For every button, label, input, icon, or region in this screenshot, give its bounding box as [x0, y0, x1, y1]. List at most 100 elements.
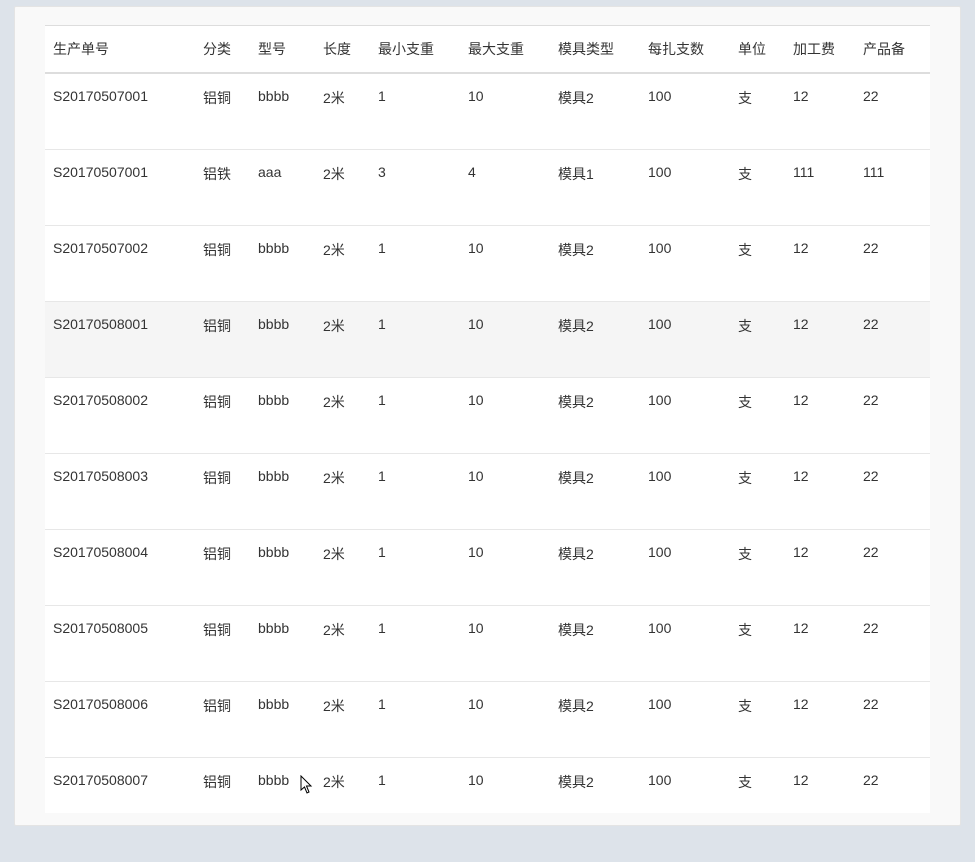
cell-max_wt: 10 [460, 605, 550, 681]
cell-length: 2米 [315, 681, 370, 757]
cell-extra [925, 529, 930, 605]
cell-proc_fee: 12 [785, 605, 855, 681]
col-header-max_wt[interactable]: 最大支重 [460, 26, 550, 74]
table-row[interactable]: S20170508001铝铜bbbb2米110模具2100支1222 [45, 301, 930, 377]
cell-per_bundle: 100 [640, 529, 730, 605]
cell-unit: 支 [730, 529, 785, 605]
cell-length: 2米 [315, 73, 370, 149]
cell-per_bundle: 100 [640, 757, 730, 813]
cell-proc_fee: 12 [785, 529, 855, 605]
cell-prod_rem: 22 [855, 681, 925, 757]
cell-mold_type: 模具2 [550, 605, 640, 681]
cell-max_wt: 10 [460, 757, 550, 813]
cell-prod_rem: 111 [855, 149, 925, 225]
cell-prod_rem: 22 [855, 453, 925, 529]
page-background: 生产单号分类型号长度最小支重最大支重模具类型每扎支数单位加工费产品备 S2017… [0, 0, 975, 836]
cell-extra [925, 681, 930, 757]
cell-per_bundle: 100 [640, 149, 730, 225]
cell-model: bbbb [250, 301, 315, 377]
col-header-extra[interactable] [925, 26, 930, 74]
cell-category: 铝铜 [195, 453, 250, 529]
cell-extra [925, 453, 930, 529]
table-scroll-container[interactable]: 生产单号分类型号长度最小支重最大支重模具类型每扎支数单位加工费产品备 S2017… [45, 25, 930, 813]
cell-length: 2米 [315, 757, 370, 813]
cell-model: bbbb [250, 757, 315, 813]
cell-category: 铝铜 [195, 529, 250, 605]
cell-prod_rem: 22 [855, 301, 925, 377]
cell-length: 2米 [315, 225, 370, 301]
cell-mold_type: 模具2 [550, 225, 640, 301]
cell-unit: 支 [730, 757, 785, 813]
col-header-min_wt[interactable]: 最小支重 [370, 26, 460, 74]
cell-prod_rem: 22 [855, 377, 925, 453]
col-header-prod_rem[interactable]: 产品备 [855, 26, 925, 74]
cell-extra [925, 605, 930, 681]
cell-min_wt: 1 [370, 757, 460, 813]
table-row[interactable]: S20170507001铝铜bbbb2米110模具2100支1222 [45, 73, 930, 149]
cell-model: bbbb [250, 605, 315, 681]
table-row[interactable]: S20170508002铝铜bbbb2米110模具2100支1222 [45, 377, 930, 453]
cell-category: 铝铜 [195, 73, 250, 149]
cell-min_wt: 1 [370, 681, 460, 757]
cell-mold_type: 模具1 [550, 149, 640, 225]
cell-mold_type: 模具2 [550, 757, 640, 813]
cell-min_wt: 1 [370, 605, 460, 681]
cell-model: bbbb [250, 225, 315, 301]
table-row[interactable]: S20170507002铝铜bbbb2米110模具2100支1222 [45, 225, 930, 301]
col-header-order_no[interactable]: 生产单号 [45, 26, 195, 74]
col-header-category[interactable]: 分类 [195, 26, 250, 74]
col-header-length[interactable]: 长度 [315, 26, 370, 74]
cell-length: 2米 [315, 605, 370, 681]
cell-proc_fee: 12 [785, 301, 855, 377]
production-orders-table: 生产单号分类型号长度最小支重最大支重模具类型每扎支数单位加工费产品备 S2017… [45, 25, 930, 813]
col-header-model[interactable]: 型号 [250, 26, 315, 74]
cell-proc_fee: 12 [785, 73, 855, 149]
table-row[interactable]: S20170508004铝铜bbbb2米110模具2100支1222 [45, 529, 930, 605]
cell-max_wt: 10 [460, 73, 550, 149]
cell-unit: 支 [730, 681, 785, 757]
cell-length: 2米 [315, 529, 370, 605]
cell-order_no: S20170507001 [45, 73, 195, 149]
cell-order_no: S20170508001 [45, 301, 195, 377]
cell-length: 2米 [315, 301, 370, 377]
cell-model: bbbb [250, 681, 315, 757]
cell-model: bbbb [250, 453, 315, 529]
cell-extra [925, 149, 930, 225]
cell-proc_fee: 12 [785, 377, 855, 453]
cell-max_wt: 10 [460, 301, 550, 377]
cell-order_no: S20170508007 [45, 757, 195, 813]
cell-extra [925, 225, 930, 301]
cell-per_bundle: 100 [640, 453, 730, 529]
cell-model: aaa [250, 149, 315, 225]
cell-mold_type: 模具2 [550, 681, 640, 757]
cell-extra [925, 377, 930, 453]
cell-length: 2米 [315, 453, 370, 529]
cell-max_wt: 10 [460, 453, 550, 529]
cell-proc_fee: 12 [785, 225, 855, 301]
col-header-per_bundle[interactable]: 每扎支数 [640, 26, 730, 74]
cell-proc_fee: 12 [785, 757, 855, 813]
table-row[interactable]: S20170508005铝铜bbbb2米110模具2100支1222 [45, 605, 930, 681]
col-header-unit[interactable]: 单位 [730, 26, 785, 74]
cell-unit: 支 [730, 453, 785, 529]
cell-mold_type: 模具2 [550, 377, 640, 453]
cell-min_wt: 1 [370, 377, 460, 453]
cell-min_wt: 1 [370, 301, 460, 377]
cell-proc_fee: 111 [785, 149, 855, 225]
cell-min_wt: 1 [370, 225, 460, 301]
table-row[interactable]: S20170508006铝铜bbbb2米110模具2100支1222 [45, 681, 930, 757]
cell-extra [925, 301, 930, 377]
table-row[interactable]: S20170508003铝铜bbbb2米110模具2100支1222 [45, 453, 930, 529]
col-header-mold_type[interactable]: 模具类型 [550, 26, 640, 74]
cell-extra [925, 757, 930, 813]
table-row[interactable]: S20170507001铝铁aaa2米34模具1100支111111 [45, 149, 930, 225]
cell-model: bbbb [250, 73, 315, 149]
col-header-proc_fee[interactable]: 加工费 [785, 26, 855, 74]
cell-unit: 支 [730, 605, 785, 681]
table-row[interactable]: S20170508007铝铜bbbb2米110模具2100支1222 [45, 757, 930, 813]
cell-mold_type: 模具2 [550, 529, 640, 605]
cell-category: 铝铜 [195, 681, 250, 757]
cell-category: 铝铜 [195, 757, 250, 813]
cell-prod_rem: 22 [855, 225, 925, 301]
cell-mold_type: 模具2 [550, 73, 640, 149]
